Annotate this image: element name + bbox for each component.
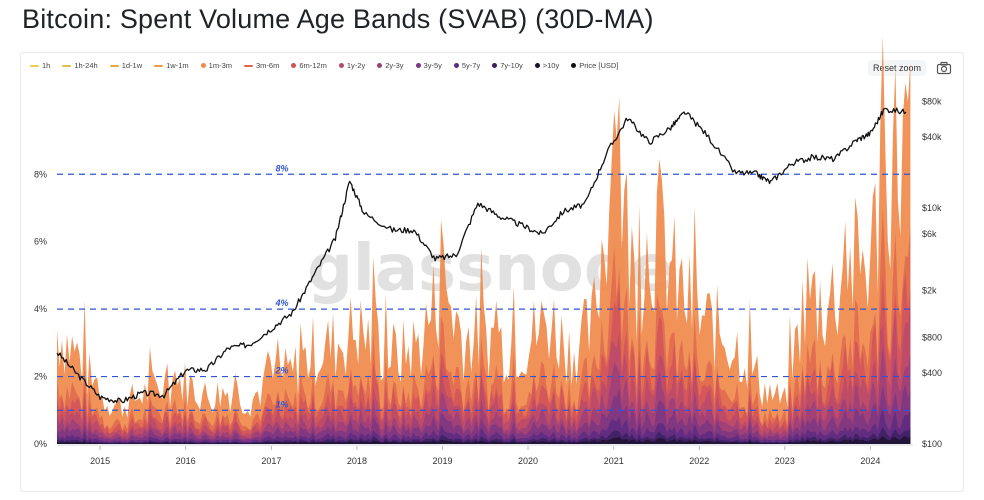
legend-item-6m-12m[interactable]: 6m-12m xyxy=(291,61,327,70)
legend-label: 1h-24h xyxy=(74,61,98,70)
legend-swatch xyxy=(534,63,540,68)
legend-item-1d-1w[interactable]: 1d-1w xyxy=(109,61,143,70)
legend-label: 1d-1w xyxy=(121,61,143,70)
legend-swatch xyxy=(200,63,206,68)
legend-item-price-usd-[interactable]: Price [USD] xyxy=(571,61,618,70)
area-series-7y-10y xyxy=(57,427,911,444)
reference-line-label: 1% xyxy=(275,399,288,409)
legend-swatch xyxy=(571,63,577,68)
legend-swatch xyxy=(415,63,421,68)
x-tick-label: 2017 xyxy=(261,456,281,466)
y-right-tick-label: $40k xyxy=(922,132,942,142)
legend-label: 7y-10y xyxy=(500,61,523,70)
x-tick-label: 2023 xyxy=(775,456,795,466)
legend-item--10y[interactable]: >10y xyxy=(534,61,560,70)
legend-item-3y-5y[interactable]: 3y-5y xyxy=(415,61,442,70)
legend-item-1m-3m[interactable]: 1m-3m xyxy=(200,61,232,70)
legend-swatch xyxy=(154,64,164,67)
legend-item-2y-3y[interactable]: 2y-3y xyxy=(377,61,404,70)
x-tick-label: 2022 xyxy=(689,456,709,466)
reference-line-label: 4% xyxy=(274,298,288,308)
y-left-tick-label: 0% xyxy=(34,439,47,449)
legend-swatch xyxy=(377,63,383,68)
x-tick-label: 2015 xyxy=(90,456,110,466)
reference-line-label: 2% xyxy=(274,366,288,376)
area-series-3y-5y xyxy=(57,384,911,444)
legend-swatch xyxy=(291,63,297,68)
y-left-tick-label: 6% xyxy=(34,237,47,247)
legend-item-1h-24h[interactable]: 1h-24h xyxy=(62,61,98,70)
area-series--10y xyxy=(57,436,911,444)
page-title: Bitcoin: Spent Volume Age Bands (SVAB) (… xyxy=(22,4,654,34)
y-right-tick-label: $400 xyxy=(922,368,942,378)
y-left-tick-label: 4% xyxy=(34,304,47,314)
area-series-5y-7y xyxy=(57,407,911,444)
legend-label: 2y-3y xyxy=(385,61,404,70)
legend-item-3m-6m[interactable]: 3m-6m xyxy=(244,61,279,70)
reference-line-label: 8% xyxy=(275,163,288,173)
legend-label: Price [USD] xyxy=(579,61,619,70)
area-layers xyxy=(57,35,911,444)
x-tick-label: 2016 xyxy=(176,456,196,466)
legend-item-7y-10y[interactable]: 7y-10y xyxy=(492,61,523,70)
legend-swatch xyxy=(338,63,344,68)
legend-swatch xyxy=(244,64,253,67)
price-line xyxy=(56,107,907,404)
y-right-tick-label: $800 xyxy=(922,332,942,342)
y-left-tick-label: 2% xyxy=(34,372,47,382)
x-tick-label: 2024 xyxy=(860,456,880,466)
legend-item-5y-7y[interactable]: 5y-7y xyxy=(453,61,481,70)
chart-legend: 1h 1h-24h 1d-1w 1w-1m 1m-3m 3m-6m 6m-12m 1y-2y 2… xyxy=(30,61,618,70)
x-tick-label: 2019 xyxy=(432,456,452,466)
legend-swatch xyxy=(492,63,498,68)
x-tick-label: 2021 xyxy=(604,456,624,466)
legend-label: 3m-6m xyxy=(256,61,280,70)
y-right-tick-label: $6k xyxy=(922,229,937,239)
legend-swatch xyxy=(453,63,459,68)
legend-item-1h[interactable]: 1h xyxy=(30,61,50,70)
legend-label: 1h xyxy=(42,61,51,70)
x-tick-label: 2018 xyxy=(347,456,367,466)
legend-label: 5y-7y xyxy=(461,61,481,70)
y-right-tick-label: $80k xyxy=(922,96,942,106)
y-right-tick-label: $100 xyxy=(922,439,942,449)
area-series-2y-3y xyxy=(57,346,911,444)
legend-label: 1w-1m xyxy=(166,61,189,70)
legend-swatch xyxy=(109,64,119,67)
legend-item-1w-1m[interactable]: 1w-1m xyxy=(154,61,189,70)
legend-label: >10y xyxy=(542,61,560,70)
x-tick-label: 2020 xyxy=(518,456,538,466)
y-right-tick-label: $2k xyxy=(922,285,937,295)
area-series-1m-3m xyxy=(57,35,911,444)
legend-label: 1m-3m xyxy=(208,61,232,70)
legend-label: 3y-5y xyxy=(423,61,442,70)
y-left-tick-label: 8% xyxy=(34,169,47,179)
y-right-tick-label: $10k xyxy=(922,203,942,213)
legend-item-1y-2y[interactable]: 1y-2y xyxy=(338,61,366,70)
legend-label: 6m-12m xyxy=(299,61,327,70)
legend-label: 1y-2y xyxy=(346,61,366,70)
camera-icon[interactable] xyxy=(936,61,952,75)
legend-swatch xyxy=(30,64,39,67)
legend-swatch xyxy=(62,64,72,67)
